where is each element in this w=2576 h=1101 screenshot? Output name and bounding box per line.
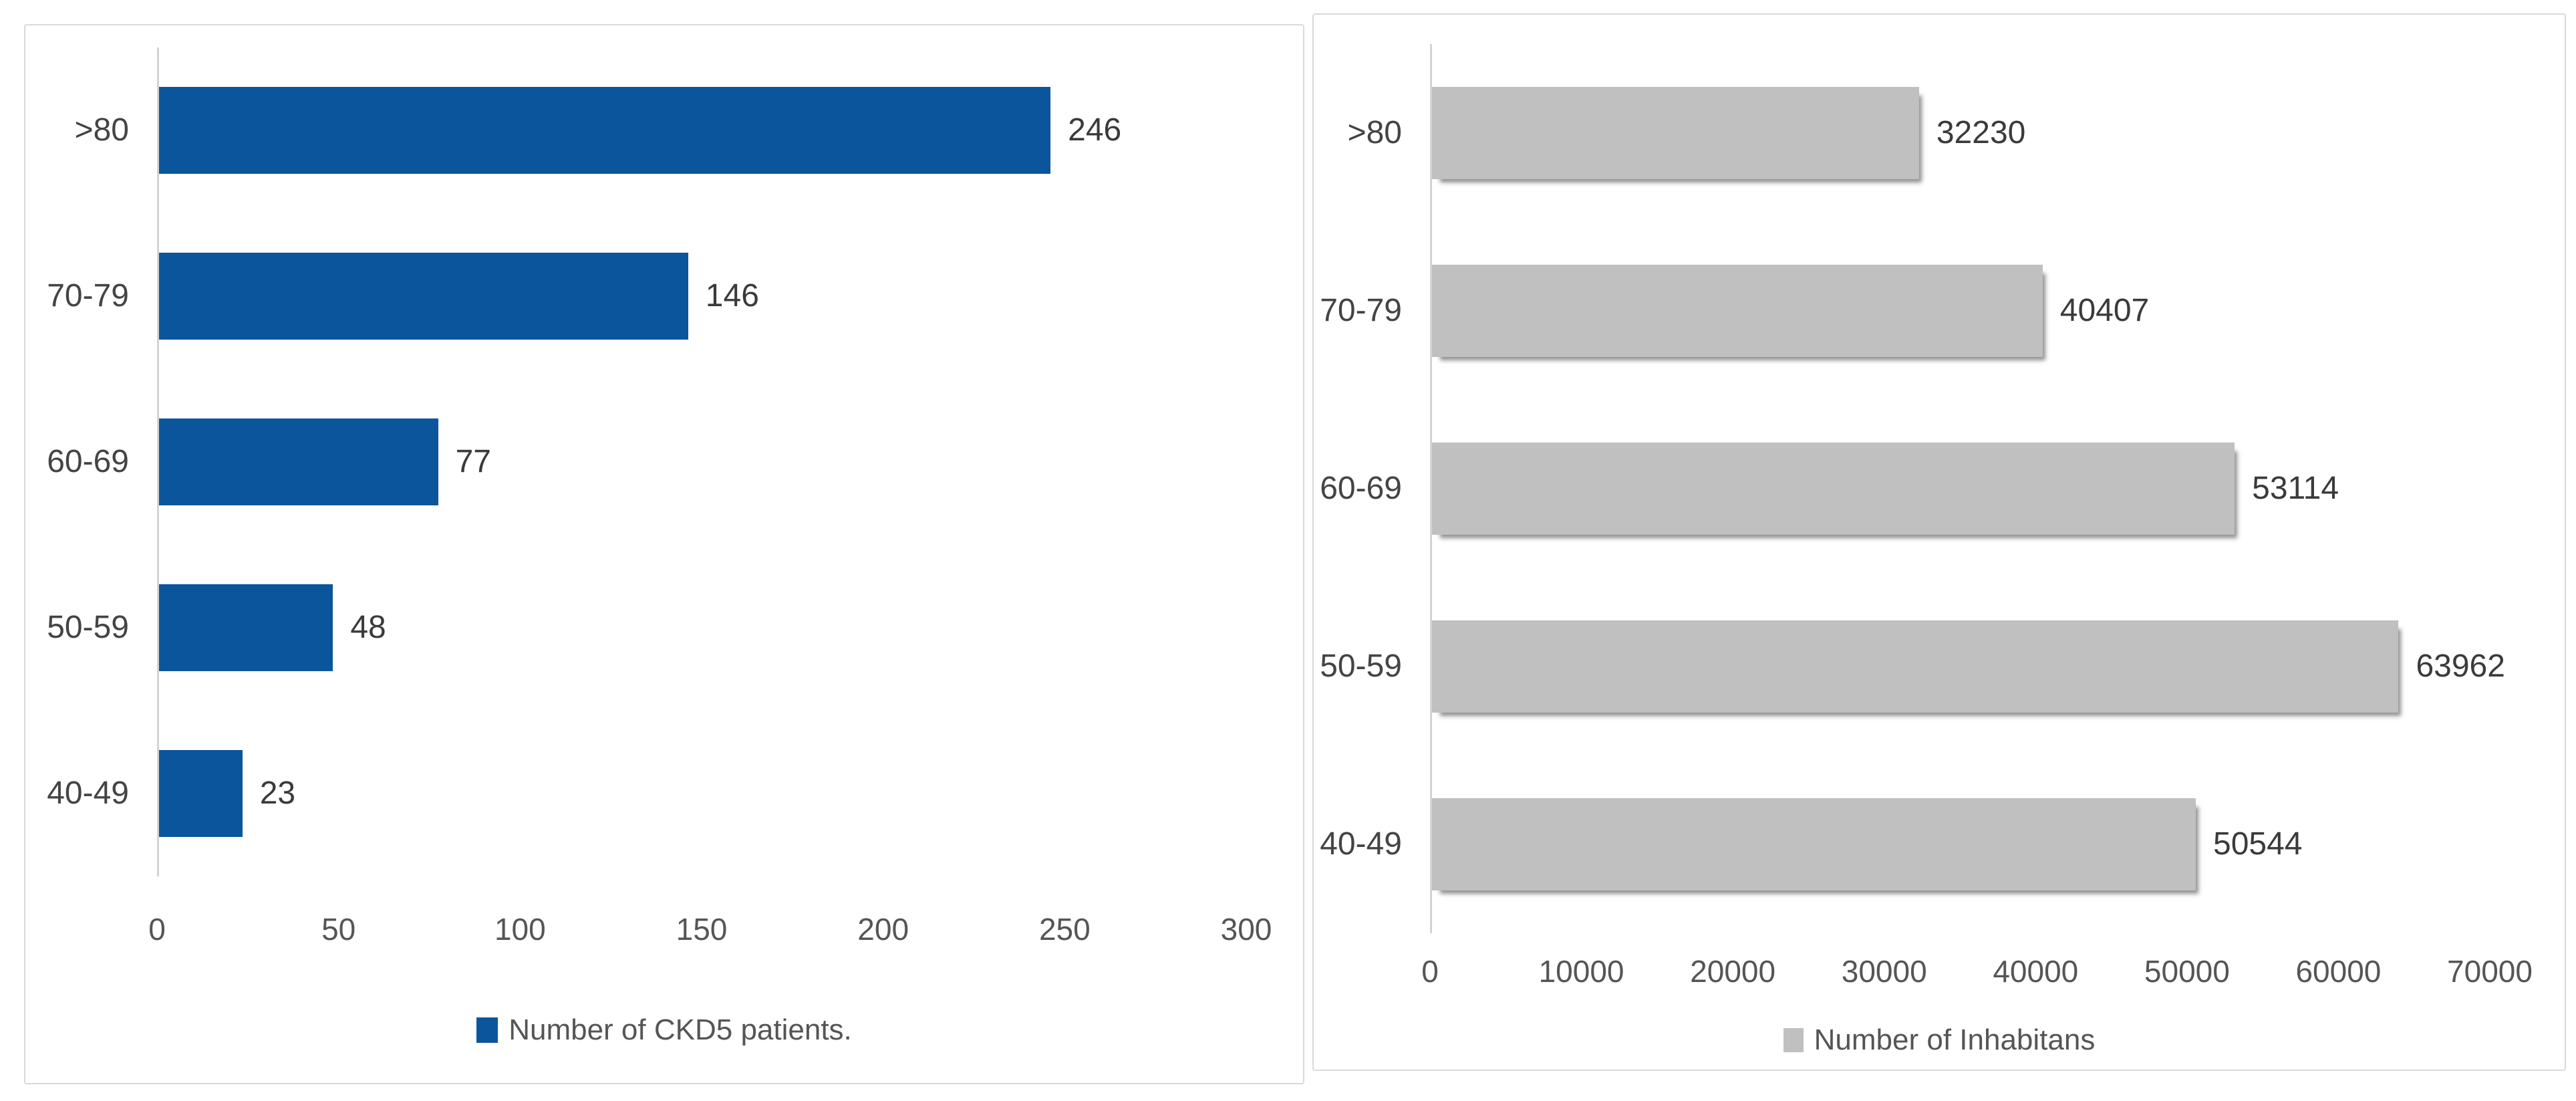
category-label: 60-69 [1320, 471, 1402, 506]
category-label: 40-49 [1320, 826, 1402, 862]
legend-swatch-ckd5 [476, 1017, 498, 1043]
legend-label-ckd5: Number of CKD5 patients. [509, 1013, 852, 1046]
axis-tick-label: 50 [321, 912, 356, 947]
bar-track: 40407 [1430, 222, 2490, 400]
category-row: 50-59 63962 [1314, 578, 2565, 755]
value-label: 63962 [2416, 648, 2505, 684]
axis-tick-label: 70000 [2447, 954, 2533, 989]
category-row: 40-49 23 [25, 711, 1303, 876]
category-row: 70-79 146 [25, 213, 1303, 379]
plot-area-inhabitants: >80 32230 70-79 40407 60-69 53114 50-59 63962 40… [1314, 15, 2565, 933]
category-label: 70-79 [1320, 293, 1402, 328]
axis-tick-label: 60000 [2295, 954, 2382, 989]
axis-tick-label: 20000 [1690, 954, 1776, 989]
value-label: 53114 [2252, 471, 2339, 506]
x-axis-ckd5: 0 50 100 150 200 250 300 [148, 876, 1272, 977]
bar [159, 418, 438, 505]
x-axis-inhabitants: 0 10000 20000 30000 40000 50000 60000 70000 [1421, 933, 2533, 1011]
axis-tick-label: 0 [148, 912, 166, 947]
category-row: >80 32230 [1314, 44, 2565, 222]
bar [1432, 87, 1919, 179]
axis-tick-label: 300 [1220, 912, 1272, 947]
axis-tick-label: 40000 [1993, 954, 2079, 989]
value-label: 40407 [2059, 293, 2150, 328]
value-label: 246 [1068, 112, 1122, 148]
bar [1432, 620, 2399, 713]
chart-ckd5-patients: >80 246 70-79 146 60-69 77 50-59 48 40-49 23 0 50 1… [24, 24, 1304, 1084]
bar-track: 53114 [1430, 400, 2490, 578]
bar-track: 246 [157, 47, 1246, 213]
category-row: 60-69 77 [25, 379, 1303, 545]
axis-tick-label: 250 [1038, 912, 1091, 947]
category-label: >80 [74, 112, 129, 148]
legend-label-inhabitants: Number of Inhabitans [1814, 1023, 2096, 1056]
category-row: >80 246 [25, 47, 1303, 213]
chart-inhabitants: >80 32230 70-79 40407 60-69 53114 50-59 63962 40… [1312, 13, 2566, 1071]
bar-track: 63962 [1430, 578, 2505, 755]
plot-area-ckd5: >80 246 70-79 146 60-69 77 50-59 48 40-49 23 [25, 25, 1303, 876]
category-row: 40-49 50544 [1314, 755, 2565, 933]
category-label: 50-59 [47, 610, 129, 645]
axis-tick-label: 200 [857, 912, 909, 947]
axis-tick-label: 150 [676, 912, 728, 947]
axis-tick-label: 30000 [1841, 954, 1927, 989]
category-label: 50-59 [1320, 648, 1402, 684]
category-row: 50-59 48 [25, 545, 1303, 711]
bar [1432, 265, 2043, 357]
axis-tick-label: 100 [494, 912, 546, 947]
value-label: 48 [350, 610, 386, 645]
axis-tick-label: 10000 [1538, 954, 1624, 989]
bar-track: 77 [157, 379, 1246, 545]
bar-track: 23 [157, 711, 1246, 876]
category-row: 60-69 53114 [1314, 400, 2565, 578]
bar-track: 146 [157, 213, 1246, 379]
bar [159, 584, 333, 671]
bar [159, 750, 243, 837]
bar-track: 50544 [1430, 755, 2490, 933]
legend-ckd5: Number of CKD5 patients. [25, 977, 1303, 1083]
category-label: >80 [1347, 115, 1402, 150]
category-label: 40-49 [47, 775, 129, 811]
legend-swatch-inhabitants [1783, 1028, 1804, 1052]
bar [1432, 798, 2196, 890]
value-label: 23 [259, 775, 296, 811]
category-row: 70-79 40407 [1314, 222, 2565, 400]
legend-inhabitants: Number of Inhabitans [1314, 1011, 2565, 1070]
value-label: 32230 [1936, 115, 2026, 150]
value-label: 77 [455, 444, 491, 479]
axis-tick-label: 50000 [2144, 954, 2230, 989]
bar-track: 32230 [1430, 44, 2490, 222]
value-label: 146 [705, 278, 759, 314]
bar-track: 48 [157, 545, 1246, 711]
category-label: 70-79 [47, 278, 129, 314]
bar [159, 87, 1051, 174]
axis-tick-label: 0 [1421, 954, 1439, 989]
value-label: 50544 [2213, 826, 2303, 862]
bar [159, 253, 688, 340]
bar [1432, 443, 2235, 535]
category-label: 60-69 [47, 444, 129, 479]
